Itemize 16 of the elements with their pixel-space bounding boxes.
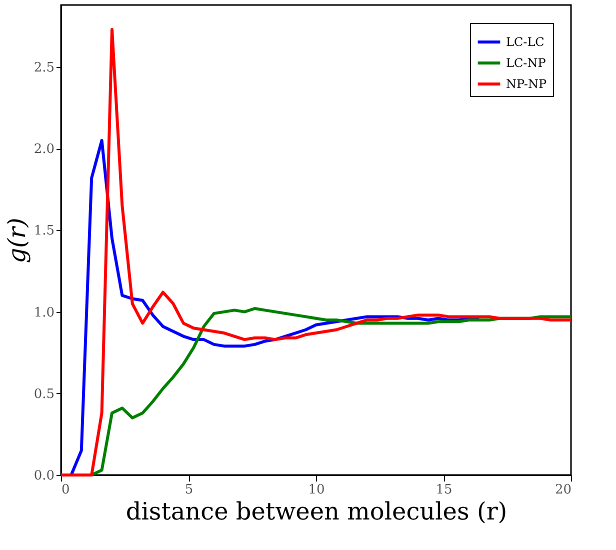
y-axis-title: g(r) — [2, 218, 31, 264]
y-tick-label: 2.0 — [34, 142, 54, 158]
x-tick-label: 0 — [62, 482, 70, 498]
y-tick-label: 1.0 — [34, 305, 54, 320]
y-tick-label: 0.5 — [34, 386, 54, 402]
y-tick-label: 0.0 — [34, 468, 54, 484]
y-tick-label: 1.5 — [34, 224, 54, 239]
legend-label: LC-NP — [506, 56, 546, 70]
x-tick-label: 5 — [184, 482, 194, 498]
legend-label: NP-NP — [506, 77, 547, 91]
x-tick-label: 10 — [308, 482, 325, 498]
x-tick-label: 15 — [436, 482, 452, 498]
x-axis-title: distance between molecules (r) — [126, 498, 508, 526]
x-tick-label: 20 — [554, 482, 572, 498]
legend-label: LC-LC — [506, 35, 544, 49]
y-tick-label: 2.5 — [34, 60, 54, 76]
